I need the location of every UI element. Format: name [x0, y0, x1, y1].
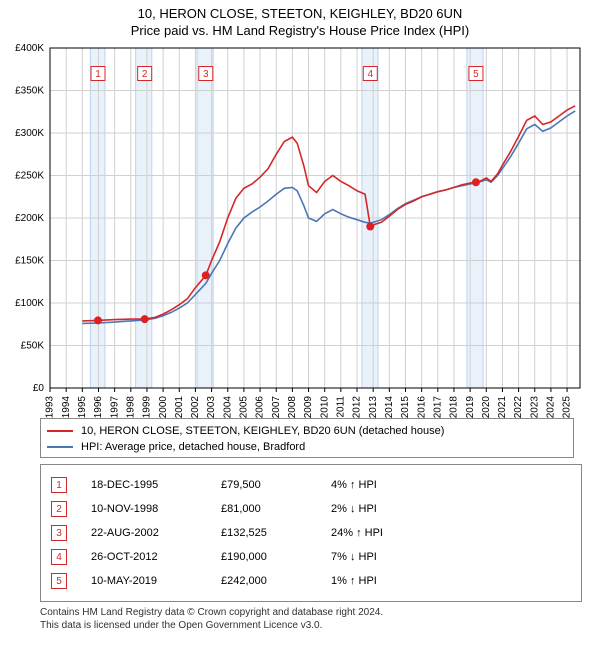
event-date: 10-MAY-2019 [91, 575, 221, 587]
chart-title: 10, HERON CLOSE, STEETON, KEIGHLEY, BD20… [0, 6, 600, 21]
svg-text:£100K: £100K [15, 298, 44, 309]
chart-subtitle: Price paid vs. HM Land Registry's House … [0, 23, 600, 38]
event-price: £132,525 [221, 527, 331, 539]
footer-line-2: This data is licensed under the Open Gov… [40, 619, 560, 632]
svg-text:£350K: £350K [15, 86, 44, 97]
svg-text:£250K: £250K [15, 171, 44, 182]
legend-label: 10, HERON CLOSE, STEETON, KEIGHLEY, BD20… [81, 425, 444, 437]
event-price: £79,500 [221, 479, 331, 491]
svg-text:5: 5 [473, 69, 479, 80]
event-date: 26-OCT-2012 [91, 551, 221, 563]
svg-text:£50K: £50K [21, 341, 45, 352]
legend-swatch [47, 446, 73, 448]
event-delta: 4% ↑ HPI [331, 479, 461, 491]
event-price: £242,000 [221, 575, 331, 587]
event-price: £81,000 [221, 503, 331, 515]
event-delta: 24% ↑ HPI [331, 527, 461, 539]
event-row: 5 10-MAY-2019£242,0001% ↑ HPI [51, 569, 571, 593]
svg-text:£300K: £300K [15, 128, 44, 139]
x-axis-ticks [50, 390, 580, 420]
legend-label: HPI: Average price, detached house, Brad… [81, 441, 305, 453]
event-row: 2 10-NOV-1998£81,0002% ↓ HPI [51, 497, 571, 521]
event-marker: 3 [51, 525, 67, 541]
svg-text:£0: £0 [33, 383, 45, 394]
event-row: 1 18-DEC-1995£79,5004% ↑ HPI [51, 473, 571, 497]
events-table: 118-DEC-1995£79,5004% ↑ HPI210-NOV-1998£… [40, 464, 582, 602]
event-marker: 2 [51, 501, 67, 517]
legend-swatch [47, 430, 73, 432]
footer-line-1: Contains HM Land Registry data © Crown c… [40, 606, 560, 619]
footer-attribution: Contains HM Land Registry data © Crown c… [40, 606, 560, 632]
svg-text:2: 2 [142, 69, 148, 80]
event-date: 18-DEC-1995 [91, 479, 221, 491]
legend: 10, HERON CLOSE, STEETON, KEIGHLEY, BD20… [40, 418, 574, 458]
legend-item: 10, HERON CLOSE, STEETON, KEIGHLEY, BD20… [47, 423, 567, 439]
svg-text:3: 3 [203, 69, 209, 80]
svg-text:1: 1 [95, 69, 101, 80]
event-date: 22-AUG-2002 [91, 527, 221, 539]
svg-text:4: 4 [367, 69, 373, 80]
line-chart: £0£50K£100K£150K£200K£250K£300K£350K£400… [50, 48, 580, 388]
event-marker: 1 [51, 477, 67, 493]
event-delta: 2% ↓ HPI [331, 503, 461, 515]
event-delta: 1% ↑ HPI [331, 575, 461, 587]
svg-text:£400K: £400K [15, 43, 44, 54]
event-row: 4 26-OCT-2012£190,0007% ↓ HPI [51, 545, 571, 569]
event-price: £190,000 [221, 551, 331, 563]
event-marker: 5 [51, 573, 67, 589]
event-delta: 7% ↓ HPI [331, 551, 461, 563]
legend-item: HPI: Average price, detached house, Brad… [47, 439, 567, 455]
event-marker: 4 [51, 549, 67, 565]
svg-text:£150K: £150K [15, 256, 44, 267]
event-date: 10-NOV-1998 [91, 503, 221, 515]
svg-text:£200K: £200K [15, 213, 44, 224]
chart-area: £0£50K£100K£150K£200K£250K£300K£350K£400… [50, 48, 580, 388]
event-row: 3 22-AUG-2002£132,52524% ↑ HPI [51, 521, 571, 545]
